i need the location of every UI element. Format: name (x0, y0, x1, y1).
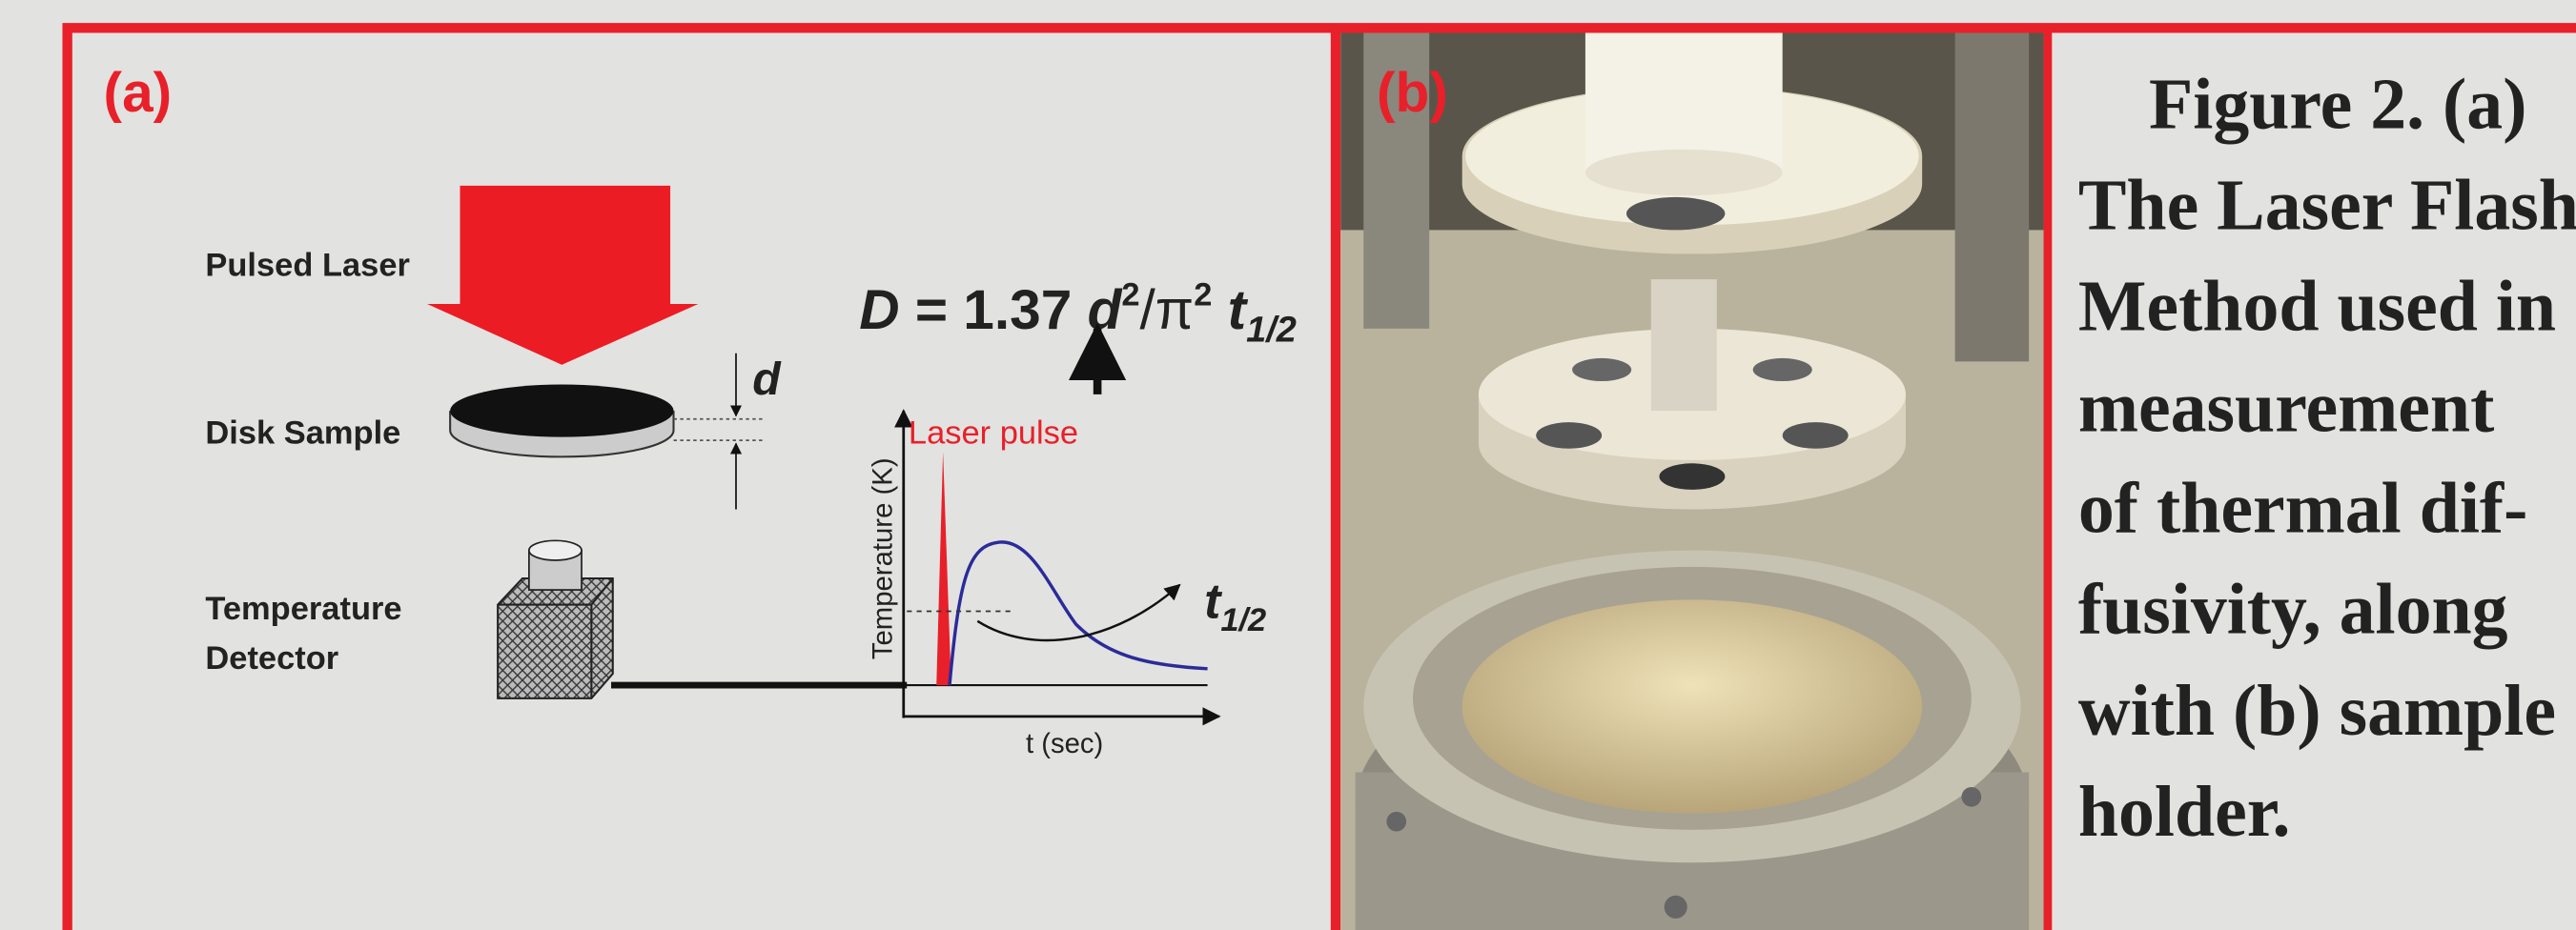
figure: (a) Pulsed Laser Disk Sample d Temperatu… (0, 0, 2576, 930)
text: 1/2 (1246, 311, 1297, 351)
text: t (1204, 573, 1222, 628)
photo (1340, 32, 2044, 930)
x-axis-label: t (sec) (1026, 728, 1103, 759)
text: 2 (1194, 277, 1212, 313)
caption-line: holder. (2078, 772, 2291, 852)
caption-line: of thermal dif- (2078, 469, 2528, 549)
caption-line: fusivity, along (2078, 570, 2508, 650)
label: Pulsed Laser (205, 248, 410, 284)
caption-line: measurement (2078, 368, 2494, 448)
formula: D = 1.37 d2/π2 t1/2 (859, 277, 1297, 351)
text: d (1088, 279, 1123, 341)
laser-pulse-label: Laser pulse (909, 415, 1078, 452)
panel-label: (a) (104, 62, 173, 124)
caption-line: with (b) sample (2078, 671, 2556, 751)
y-axis-label: Temperature (K) (868, 457, 899, 659)
caption-line: Figure 2. (a) (2149, 64, 2526, 144)
text: D (859, 279, 899, 341)
text: /π (1140, 279, 1195, 341)
page: (a) Pulsed Laser Disk Sample d Temperatu… (0, 0, 2576, 930)
label: Temperature (205, 591, 401, 627)
text: = 1.37 (900, 279, 1088, 341)
text: t (1212, 279, 1248, 341)
caption-line: The Laser Flash (2078, 166, 2576, 246)
caption-line: Method used in (2078, 267, 2556, 347)
panel-label: (b) (1377, 62, 1448, 124)
text: 2 (1121, 277, 1139, 313)
thickness-label: d (752, 354, 782, 405)
disk (450, 385, 673, 437)
detector (498, 578, 613, 698)
label: Detector (205, 640, 338, 677)
label: Disk Sample (205, 415, 400, 452)
text: 1/2 (1220, 602, 1266, 638)
detector-knob-top (529, 540, 582, 560)
